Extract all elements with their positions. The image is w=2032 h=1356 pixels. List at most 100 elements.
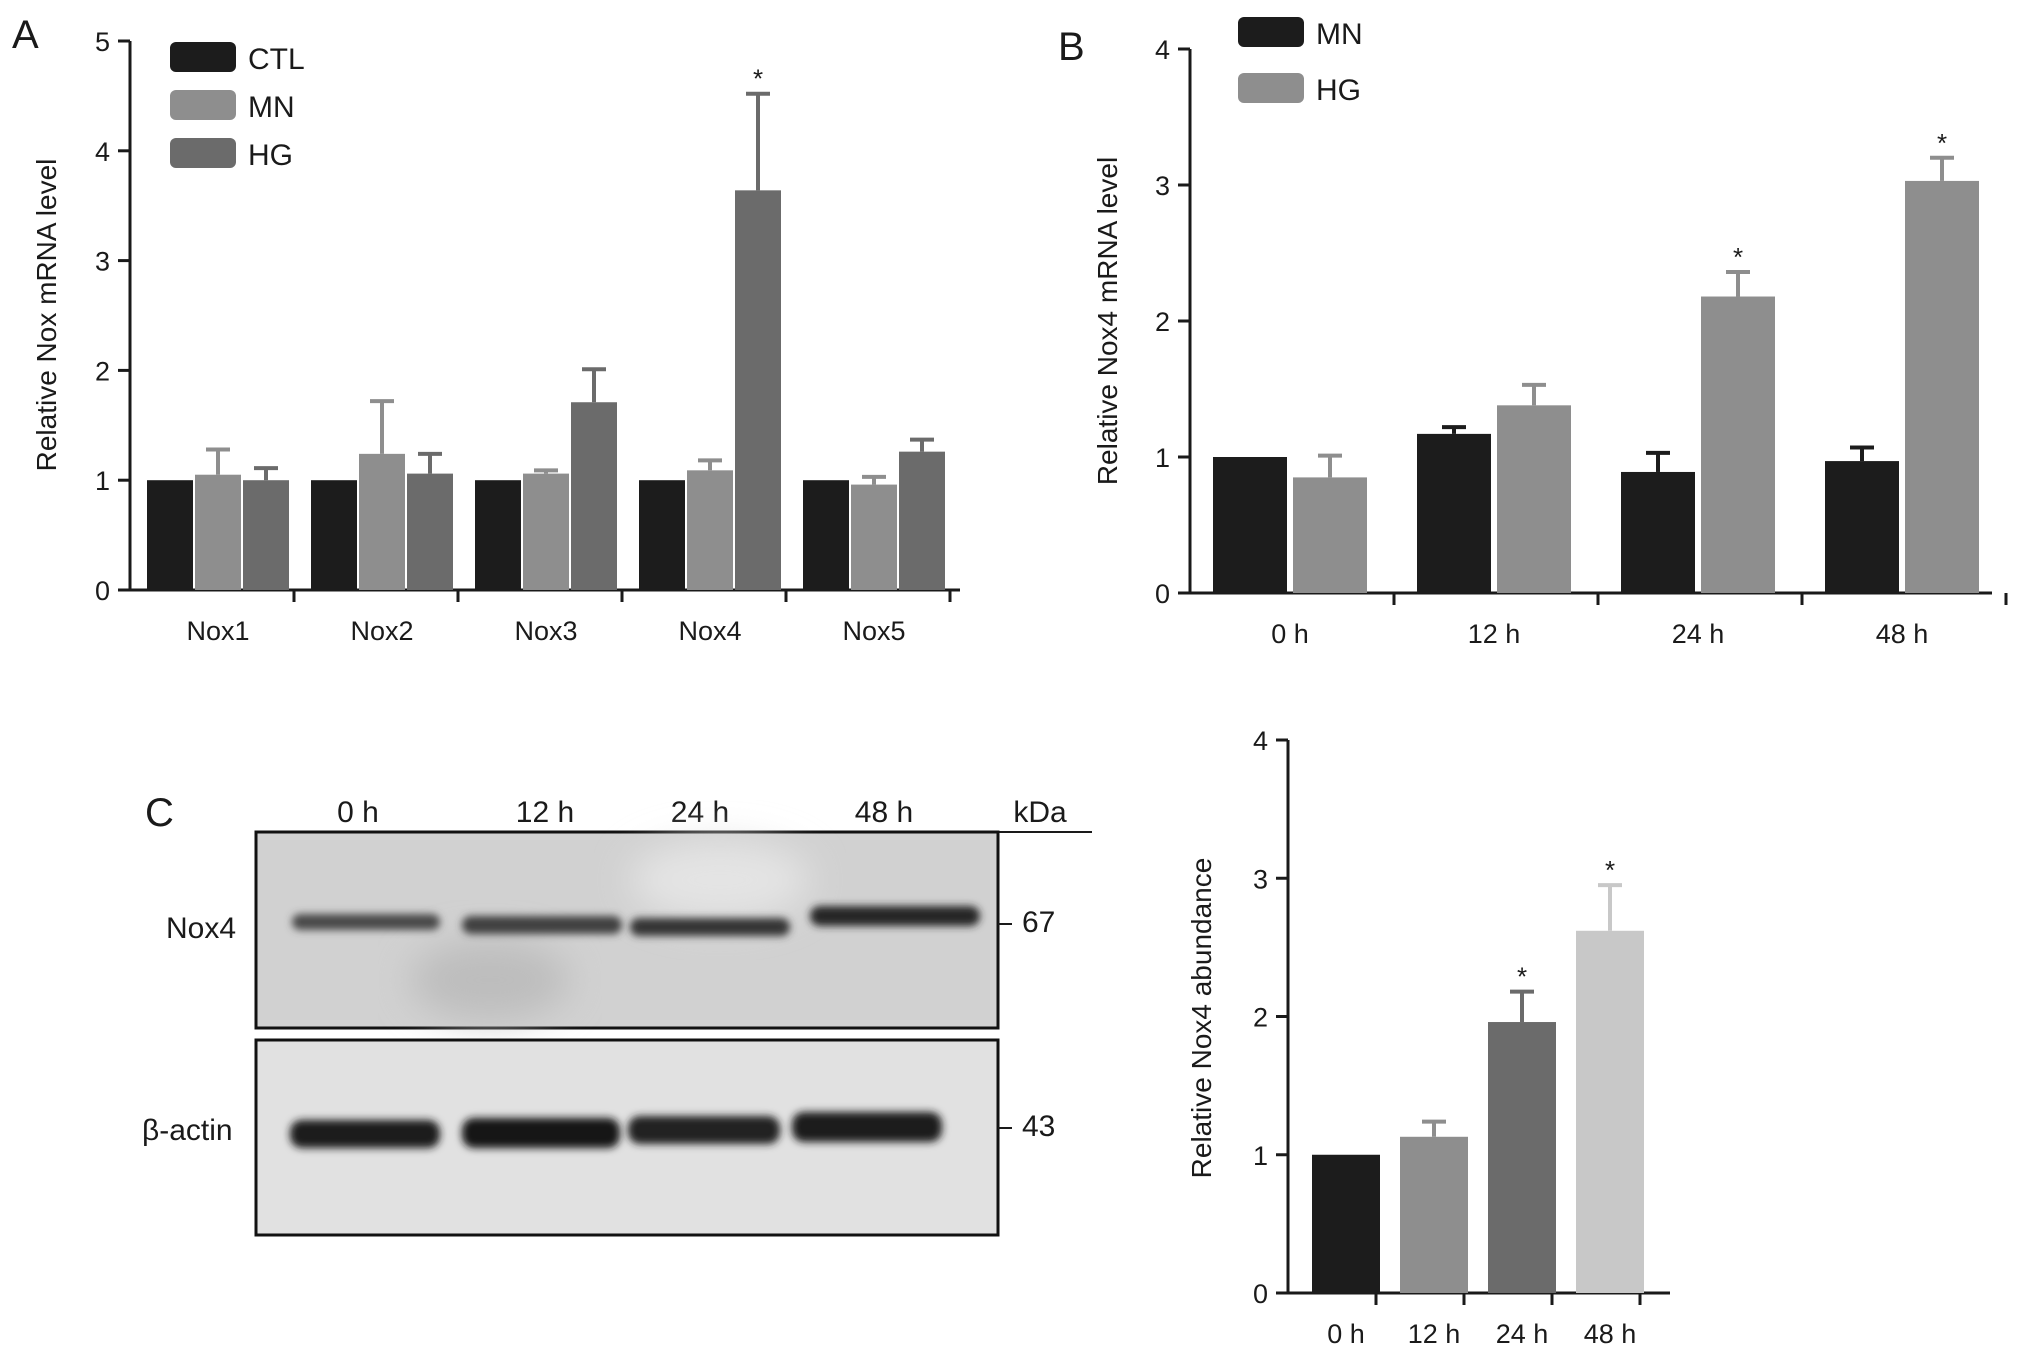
x-tick-label: 48 h (1584, 1319, 1637, 1349)
panel-letter-a: A (12, 13, 39, 57)
chart-nox4-abundance: 0 1 2 3 4 Relative Nox4 abundance 0 h 12 h 24 h *… (1186, 726, 1670, 1349)
legend-swatch (1238, 17, 1304, 47)
y-tick-label: 5 (95, 27, 110, 57)
y-tick-label: 3 (1253, 864, 1268, 894)
bar (195, 474, 241, 590)
blot-row-label: β-actin (142, 1114, 233, 1147)
legend-label: MN (1316, 18, 1363, 51)
y-tick-label: 1 (1253, 1141, 1268, 1171)
x-tick-label: Nox4 (678, 616, 741, 646)
panel-letter-c: C (145, 791, 174, 835)
x-tick-label: 48 h (1876, 619, 1929, 649)
y-tick-label: 0 (1253, 1279, 1268, 1309)
legend-label: HG (248, 139, 293, 172)
y-tick-label: 2 (1155, 307, 1170, 337)
bar (1312, 1154, 1380, 1293)
y-tick-label: 1 (95, 466, 110, 496)
bar (571, 402, 617, 590)
legend-label: MN (248, 91, 295, 124)
bar (1293, 477, 1367, 593)
blot-lane-label: 12 h (516, 796, 574, 829)
bar (311, 480, 357, 590)
legend-swatch (1238, 73, 1304, 103)
y-axis-title: Relative Nox4 abundance (1186, 858, 1217, 1179)
blot-band-actin (290, 1120, 440, 1148)
blot-lane-label: 48 h (855, 796, 913, 829)
bar (899, 451, 945, 590)
bar (1213, 457, 1287, 593)
panel-letter-b: B (1058, 25, 1085, 69)
blot-kda-value: 43 (1022, 1110, 1055, 1143)
blot-band-actin (628, 1116, 780, 1144)
bar (735, 190, 781, 590)
y-tick-label: 4 (1253, 726, 1268, 756)
western-blot: 0 h 12 h 24 h 48 h kDa Nox4 67 β-actin 4… (142, 796, 1092, 1237)
significance-marker: * (1517, 962, 1527, 992)
bar (687, 470, 733, 590)
blot-row-label: Nox4 (166, 912, 236, 945)
x-tick-label: Nox1 (186, 616, 249, 646)
blot-background-haze (410, 940, 570, 1020)
blot-background-haze (630, 840, 810, 920)
legend-label: HG (1316, 74, 1361, 107)
bar (1905, 180, 1979, 594)
y-tick-label: 0 (95, 576, 110, 606)
y-tick-label: 3 (95, 247, 110, 277)
legend-label: CTL (248, 43, 305, 76)
bar (1488, 1022, 1556, 1293)
blot-band-actin (792, 1112, 942, 1142)
significance-marker: * (1733, 242, 1743, 272)
blot-band-nox4 (462, 916, 622, 934)
x-tick-label: 12 h (1468, 619, 1521, 649)
bar (1621, 471, 1695, 593)
bar (1576, 930, 1644, 1293)
blot-band-nox4 (810, 906, 980, 926)
bar (243, 480, 289, 590)
x-tick-label: 12 h (1408, 1319, 1461, 1349)
bar (475, 480, 521, 590)
y-tick-label: 2 (1253, 1003, 1268, 1033)
legend-swatch (170, 42, 236, 72)
y-tick-label: 2 (95, 356, 110, 386)
bar (1400, 1136, 1468, 1293)
bar (523, 473, 569, 590)
y-tick-label: 3 (1155, 171, 1170, 201)
bar (1417, 433, 1491, 593)
blot-lane-label: 0 h (337, 796, 379, 829)
y-axis-title: Relative Nox4 mRNA level (1092, 157, 1123, 485)
bar (1825, 461, 1899, 593)
y-tick-label: 0 (1155, 579, 1170, 609)
y-tick-label: 4 (1155, 35, 1170, 65)
bar (803, 480, 849, 590)
blot-band-nox4 (292, 914, 440, 930)
bar (639, 480, 685, 590)
x-tick-label: 0 h (1271, 619, 1309, 649)
significance-marker: * (1937, 128, 1947, 158)
x-tick-label: Nox3 (514, 616, 577, 646)
x-tick-label: Nox5 (842, 616, 905, 646)
bar (851, 484, 897, 590)
legend-swatch (170, 90, 236, 120)
bar (407, 473, 453, 590)
blot-kda-value: 67 (1022, 906, 1055, 939)
bar (1497, 405, 1571, 593)
legend-swatch (170, 138, 236, 168)
significance-marker: * (753, 64, 763, 94)
x-tick-label: 24 h (1496, 1319, 1549, 1349)
chart-nox4-mrna-timecourse: 0 1 2 3 4 Relative Nox4 mRNA level 0 h 12 h 24 h… (1092, 17, 2008, 649)
y-axis-title: Relative Nox mRNA level (31, 159, 62, 472)
blot-band-nox4 (630, 918, 790, 936)
bar (1701, 296, 1775, 593)
blot-lane-label: 24 h (671, 796, 729, 829)
x-tick-label: 0 h (1327, 1319, 1365, 1349)
x-tick-label: 24 h (1672, 619, 1725, 649)
bar (359, 453, 405, 590)
blot-kda-label: kDa (1013, 796, 1067, 829)
y-tick-label: 1 (1155, 443, 1170, 473)
chart-nox-isoforms: 0 1 2 3 4 5 Relative Nox mRNA level Nox1 Nox2 Nox… (31, 27, 960, 646)
y-tick-label: 4 (95, 137, 110, 167)
bar (147, 480, 193, 590)
significance-marker: * (1605, 855, 1615, 885)
blot-band-actin (462, 1118, 620, 1148)
